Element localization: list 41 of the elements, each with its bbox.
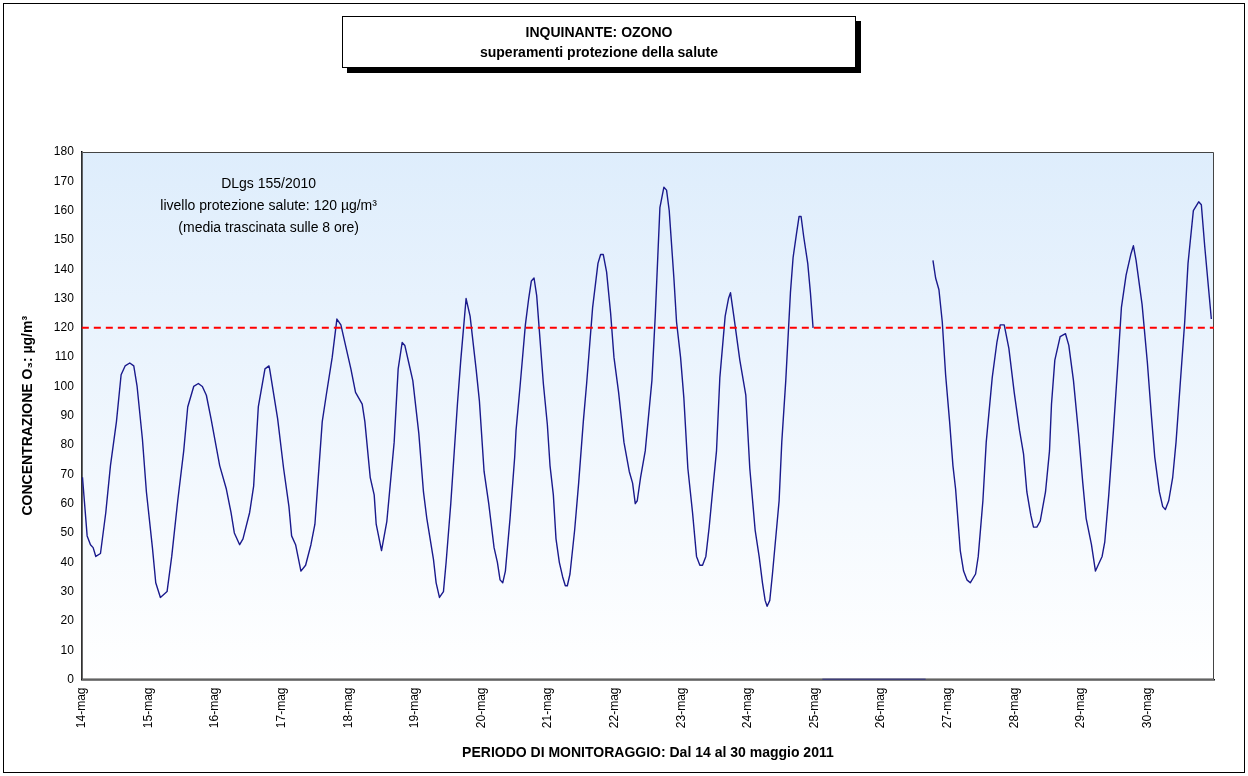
- x-tick-label: 27-mag: [939, 687, 954, 729]
- y-tick-label: 0: [67, 671, 75, 686]
- y-tick-label: 60: [60, 495, 75, 510]
- y-tick-label: 50: [60, 525, 75, 540]
- x-tick-label: 24-mag: [740, 687, 755, 729]
- x-tick-label: 19-mag: [407, 687, 422, 729]
- y-tick-label: 140: [53, 261, 75, 276]
- y-tick-label: 70: [60, 466, 75, 481]
- y-tick-label: 10: [60, 642, 75, 657]
- x-tick-label: 16-mag: [207, 687, 222, 729]
- y-tick-label: 40: [60, 554, 75, 569]
- y-tick-label: 90: [60, 408, 75, 423]
- y-tick-label: 30: [60, 583, 75, 598]
- x-tick-label: 20-mag: [473, 687, 488, 729]
- annotation: DLgs 155/2010 livello protezione salute: 120 µg/m³ (media trascinata sulle 8 ore): [160, 174, 378, 235]
- x-tick-label: 14-mag: [74, 687, 89, 729]
- y-tick-label: 170: [53, 173, 75, 188]
- y-tick-label: 180: [53, 144, 75, 159]
- x-tick-label: 18-mag: [340, 687, 355, 729]
- chart-title: INQUINANTE: OZONO: [524, 23, 674, 42]
- x-axis-title: PERIODO DI MONITORAGGIO: Dal 14 al 30 maggio 2011: [462, 744, 834, 761]
- x-tick-label: 26-mag: [873, 687, 888, 729]
- x-tick-label: 25-mag: [806, 687, 821, 729]
- y-tick-label: 80: [60, 437, 75, 452]
- x-tick-label: 22-mag: [606, 687, 621, 729]
- y-tick-label: 130: [53, 290, 75, 305]
- y-axis-title: CONCENTRAZIONE O₃: µg/m³: [19, 315, 36, 516]
- x-tick-label: 29-mag: [1073, 687, 1088, 729]
- x-tick-label: 23-mag: [673, 687, 688, 729]
- chart-subtitle: superamenti protezione della salute: [478, 43, 720, 62]
- x-tick-label: 28-mag: [1006, 687, 1021, 729]
- y-tick-label: 110: [54, 349, 75, 364]
- x-tick-label: 17-mag: [273, 687, 288, 729]
- y-tick-label: 160: [53, 202, 75, 217]
- y-tick-label: 150: [53, 232, 75, 247]
- y-tick-label: 100: [53, 378, 75, 393]
- x-tick-label: 15-mag: [140, 687, 155, 729]
- x-tick-label: 21-mag: [540, 687, 555, 729]
- x-tick-label: 30-mag: [1139, 687, 1154, 729]
- y-tick-label: 120: [53, 320, 75, 335]
- y-tick-label: 20: [60, 613, 75, 628]
